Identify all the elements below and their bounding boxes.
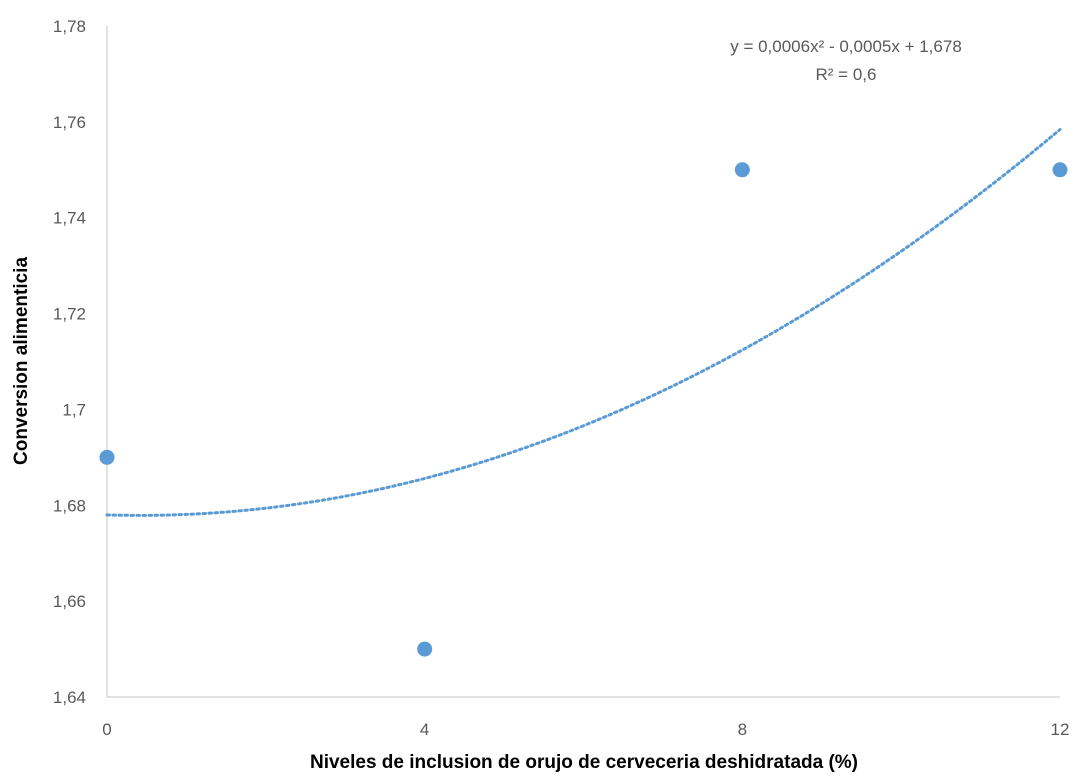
data-point <box>417 641 433 657</box>
x-tick-label: 8 <box>738 720 747 739</box>
y-tick-label: 1,74 <box>53 209 86 228</box>
data-point <box>734 162 750 178</box>
x-axis-title: Niveles de inclusion de orujo de cervece… <box>310 752 858 773</box>
trendline-equation: y = 0,0006x² - 0,0005x + 1,678 <box>730 37 962 56</box>
x-tick-label: 12 <box>1051 720 1070 739</box>
x-tick-label: 4 <box>420 720 429 739</box>
x-axis-ticks: 0 4 8 12 <box>102 720 1069 739</box>
data-point <box>1052 162 1068 178</box>
data-points <box>99 162 1068 657</box>
y-tick-label: 1,66 <box>53 592 86 611</box>
trendline <box>105 128 1062 517</box>
trendline-r2: R² = 0,6 <box>816 65 877 84</box>
data-point <box>99 449 115 465</box>
y-tick-label: 1,72 <box>53 305 86 324</box>
x-tick-label: 0 <box>102 720 111 739</box>
y-tick-label: 1,68 <box>53 496 86 515</box>
y-tick-label: 1,64 <box>53 688 86 707</box>
y-tick-label: 1,7 <box>62 400 86 419</box>
y-tick-label: 1,78 <box>53 17 86 36</box>
y-axis-title: Conversion alimenticia <box>11 257 32 465</box>
y-tick-label: 1,76 <box>53 113 86 132</box>
y-axis-ticks: 1,64 1,66 1,68 1,7 1,72 1,74 1,76 1,78 <box>53 17 86 707</box>
